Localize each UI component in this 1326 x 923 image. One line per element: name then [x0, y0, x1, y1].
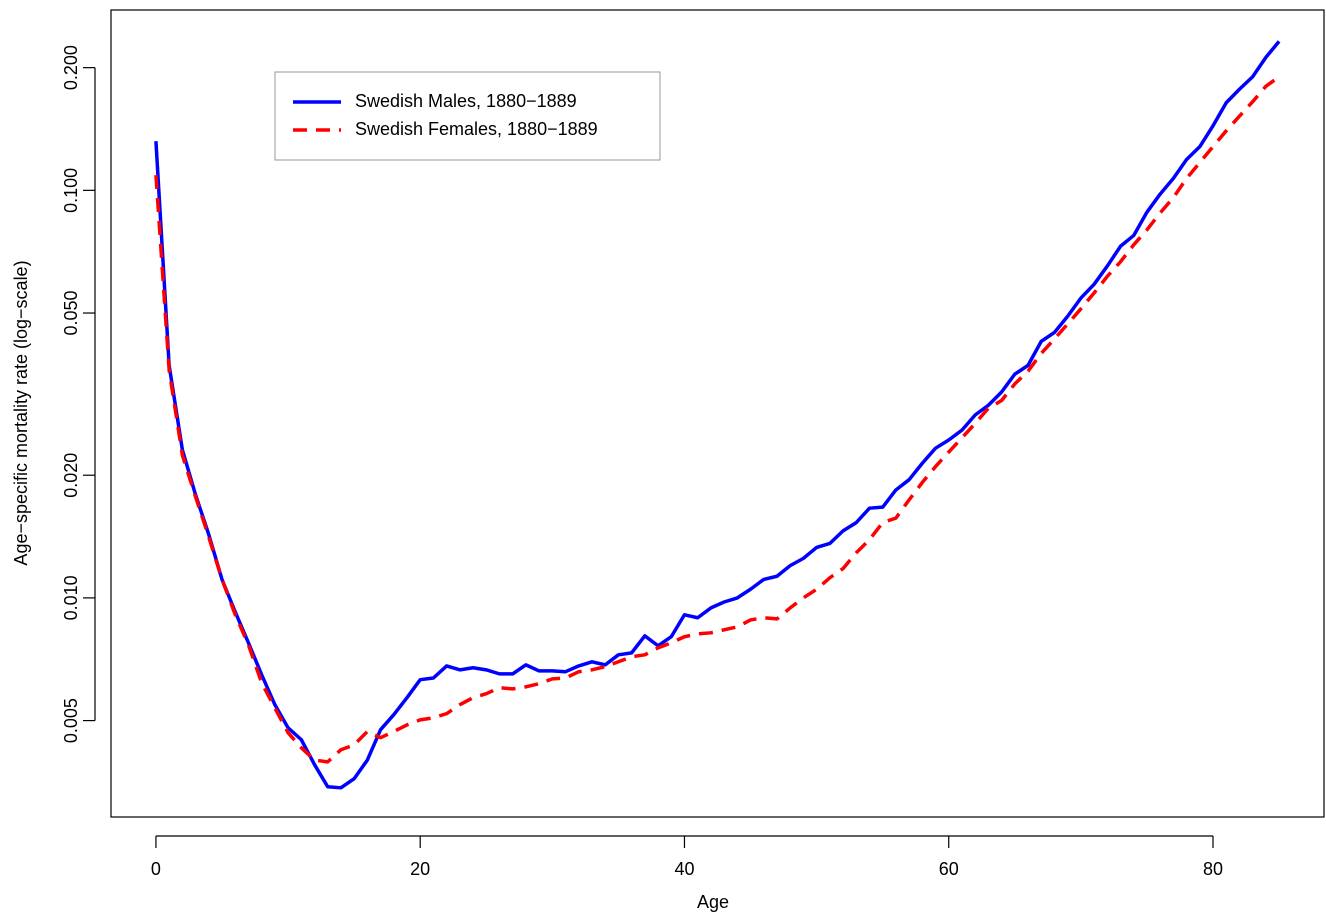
x-tick-label: 60 [939, 859, 959, 879]
x-axis-label: Age [697, 892, 729, 912]
y-tick-label: 0.050 [61, 291, 81, 336]
legend-label: Swedish Males, 1880−1889 [355, 91, 577, 111]
y-tick-label: 0.020 [61, 453, 81, 498]
legend-box [274, 71, 661, 161]
x-tick-label: 0 [151, 859, 161, 879]
y-tick-label: 0.005 [61, 698, 81, 743]
plot-frame [110, 9, 1325, 818]
x-tick-label: 20 [410, 859, 430, 879]
y-tick-label: 0.010 [61, 575, 81, 620]
y-tick-label: 0.100 [61, 168, 81, 213]
series-line [154, 40, 1281, 790]
x-tick-label: 40 [674, 859, 694, 879]
series-line [154, 75, 1281, 764]
y-axis-label: Age−specific mortality rate (log−scale) [11, 260, 31, 565]
legend-label: Swedish Females, 1880−1889 [355, 119, 598, 139]
y-tick-label: 0.200 [61, 45, 81, 90]
x-tick-label: 80 [1203, 859, 1223, 879]
